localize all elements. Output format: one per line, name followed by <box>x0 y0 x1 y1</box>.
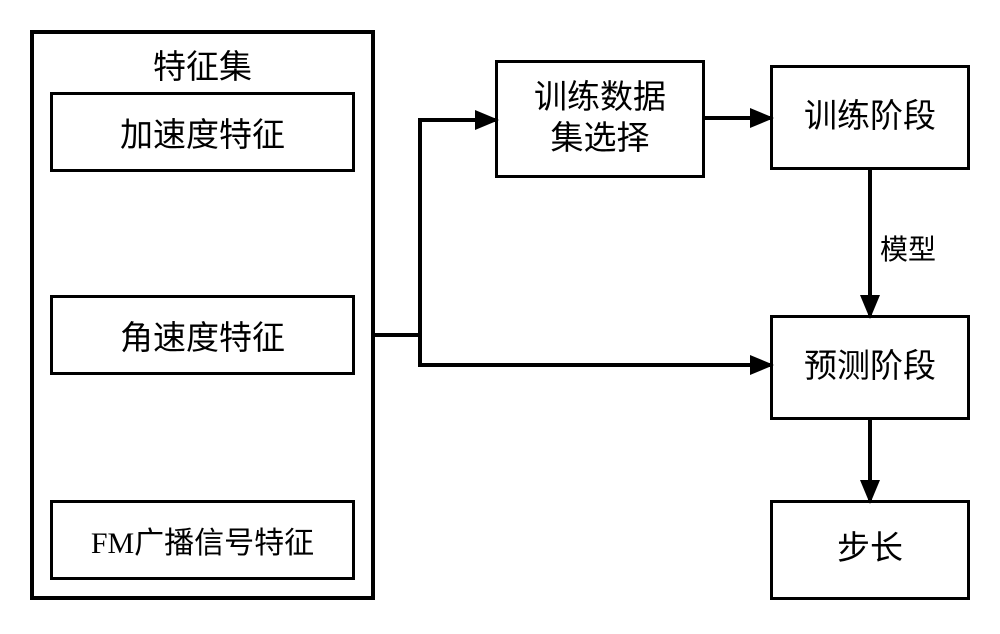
flow-node-predict: 预测阶段 <box>770 315 970 420</box>
feature-item-label: FM广播信号特征 <box>91 518 314 562</box>
edge-label-e_train_pred: 模型 <box>880 228 936 268</box>
feature-item: FM广播信号特征 <box>50 500 355 580</box>
flow-node-step: 步长 <box>770 500 970 600</box>
flow-node-train_phase: 训练阶段 <box>770 65 970 170</box>
flow-node-label: 训练数据 集选择 <box>534 78 666 161</box>
edge-e_feat_up <box>375 120 495 335</box>
feature-item-label: 加速度特征 <box>120 108 285 156</box>
feature-item: 角速度特征 <box>50 295 355 375</box>
feature-item-label: 角速度特征 <box>120 311 285 359</box>
feature-item: 加速度特征 <box>50 92 355 172</box>
flow-node-label: 训练阶段 <box>804 97 936 138</box>
flow-node-train_select: 训练数据 集选择 <box>495 60 705 178</box>
edge-e_feat_down <box>420 335 770 365</box>
flow-node-label: 步长 <box>837 529 903 570</box>
flow-node-label: 预测阶段 <box>804 347 936 388</box>
feature-set-title: 特征集 <box>30 40 375 88</box>
diagram-canvas: 特征集 加速度特征角速度特征 FM广播信号特征 训练数据 集选择 训练阶段预测阶段步… <box>0 0 1000 634</box>
